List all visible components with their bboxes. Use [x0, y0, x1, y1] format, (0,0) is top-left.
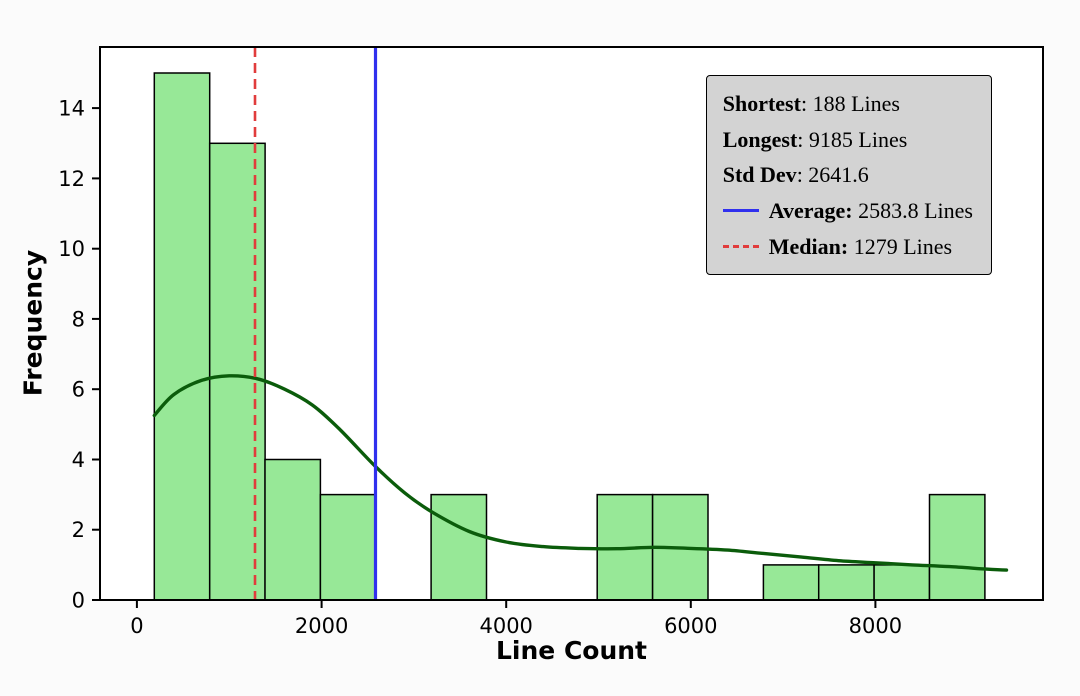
x-tick-label: 8000 — [849, 614, 902, 638]
histogram-bar — [928, 493, 986, 601]
y-tick-label: 6 — [72, 378, 85, 402]
y-axis-label: Frequency — [18, 249, 48, 397]
histogram-bar — [208, 142, 266, 601]
median-line-swatch — [722, 244, 759, 248]
x-tick-label: 0 — [130, 614, 143, 638]
legend-label-bold: Longest — [722, 126, 798, 152]
legend-label-bold: Shortest — [722, 91, 801, 116]
histogram-bar — [817, 564, 875, 601]
x-tick-label: 4000 — [479, 614, 532, 638]
x-axis-label: Line Count — [495, 636, 648, 665]
legend-entry: Std Dev: 2641.6 — [723, 157, 973, 193]
legend-label-bold: Std Dev — [722, 162, 797, 188]
x-tick-label: 2000 — [295, 614, 348, 638]
histogram-bar — [264, 458, 322, 601]
legend-entry: Shortest: 188 Lines — [723, 86, 973, 122]
legend-entry: Average: 2583.8 Lines — [722, 193, 973, 229]
y-tick-label: 12 — [58, 167, 85, 191]
legend-label-text: : 2641.6 — [796, 162, 869, 188]
average-line-swatch — [722, 209, 759, 213]
histogram-bar — [873, 564, 931, 601]
y-tick-label: 2 — [72, 518, 85, 542]
legend-entry: Median: 1279 Lines — [722, 229, 973, 265]
legend-label-text: 2583.8 Lines — [852, 197, 973, 223]
y-tick-label: 14 — [58, 97, 85, 121]
y-tick-label: 8 — [72, 307, 85, 331]
y-tick-label: 4 — [72, 448, 85, 472]
y-tick-label: 0 — [72, 589, 85, 613]
legend-label-text: : 188 Lines — [800, 91, 900, 116]
histogram-bar — [319, 493, 377, 601]
legend-label-text: 1279 Lines — [848, 233, 953, 259]
legend-entry: Longest: 9185 Lines — [723, 122, 973, 158]
legend: Shortest: 188 Lines Longest: 9185 Lines St… — [705, 75, 992, 276]
kde-curve — [152, 374, 1009, 572]
legend-label-bold: Average: — [768, 197, 853, 223]
axes-border — [99, 46, 1044, 601]
legend-label-text: : 9185 Lines — [797, 126, 908, 152]
histogram-bar — [153, 72, 211, 601]
legend-label-bold: Median: — [768, 233, 849, 259]
x-tick-label: 6000 — [664, 614, 717, 638]
histogram-bar — [430, 493, 488, 601]
histogram-bar — [762, 564, 820, 601]
y-tick-label: 10 — [58, 237, 85, 261]
